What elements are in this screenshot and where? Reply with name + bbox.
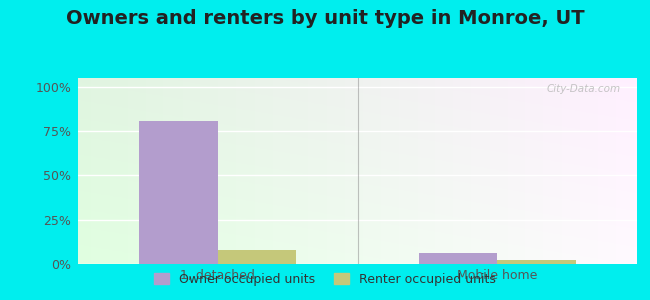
Bar xyxy=(140,121,218,264)
Text: Owners and renters by unit type in Monroe, UT: Owners and renters by unit type in Monro… xyxy=(66,9,584,28)
Bar xyxy=(419,254,497,264)
Bar xyxy=(497,260,575,264)
Legend: Owner occupied units, Renter occupied units: Owner occupied units, Renter occupied un… xyxy=(149,268,501,291)
Bar xyxy=(218,250,296,264)
Text: City-Data.com: City-Data.com xyxy=(546,84,620,94)
